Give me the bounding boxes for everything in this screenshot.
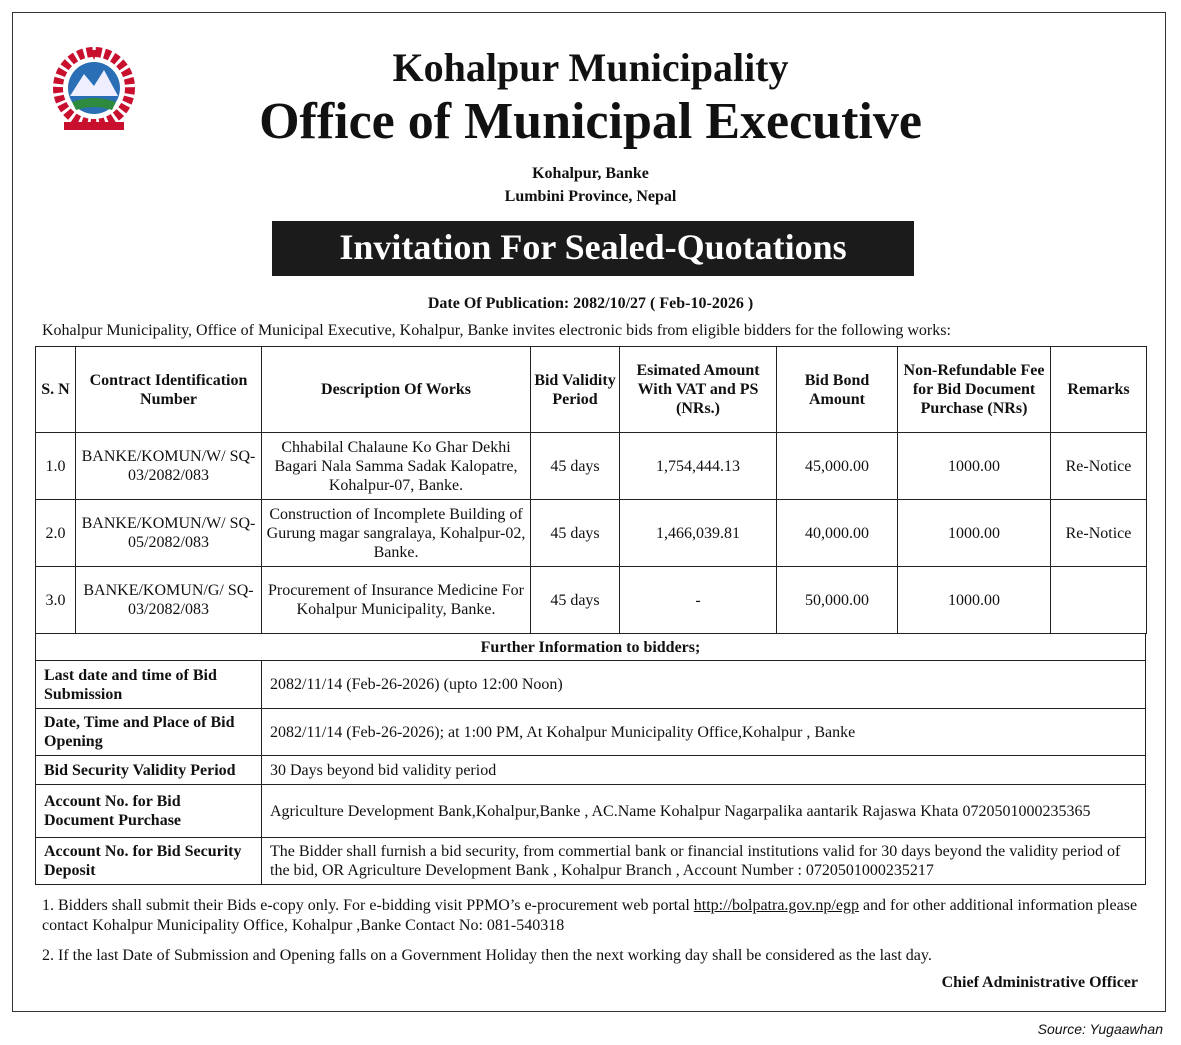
works-cell: BANKE/KOMUN/W/ SQ-05/2082/083 xyxy=(75,499,262,567)
notice-frame xyxy=(12,12,1166,1012)
works-cell: 3.0 xyxy=(35,566,76,634)
col-header: Remarks xyxy=(1050,346,1147,433)
col-header: Non-Refundable Fee for Bid Document Purc… xyxy=(897,346,1051,433)
works-cell: 1.0 xyxy=(35,432,76,500)
works-cell: 40,000.00 xyxy=(776,499,898,567)
note-2: 2. If the last Date of Submission and Op… xyxy=(42,947,932,964)
works-cell: 50,000.00 xyxy=(776,566,898,634)
source-credit: Source: Yugaawhan xyxy=(1037,1021,1163,1037)
signature: Chief Administrative Officer xyxy=(941,974,1138,991)
note-1-text-cont: and for other additional information ple… xyxy=(42,897,1138,934)
works-cell: Re-Notice xyxy=(1050,499,1147,567)
info-label: Account No. for Bid Document Purchase xyxy=(35,784,262,838)
works-cell: 1,754,444.13 xyxy=(619,432,777,500)
works-cell: 1000.00 xyxy=(897,432,1051,500)
works-cell: 1000.00 xyxy=(897,566,1051,634)
info-label: Last date and time of Bid Submission xyxy=(35,660,262,709)
info-value: 2082/11/14 (Feb-26-2026) (upto 12:00 Noo… xyxy=(261,660,1146,709)
egp-portal-link[interactable]: http://bolpatra.gov.np/egp xyxy=(693,897,859,914)
works-cell: 45 days xyxy=(530,432,620,500)
intro-text: Kohalpur Municipality, Office of Municip… xyxy=(42,322,951,339)
address-line-1: Kohalpur, Banke xyxy=(532,165,649,182)
works-cell: 45 days xyxy=(530,566,620,634)
note-1-text: 1. Bidders shall submit their Bids e-cop… xyxy=(42,897,694,914)
works-cell: 1,466,039.81 xyxy=(619,499,777,567)
info-value: 30 Days beyond bid validity period xyxy=(261,755,1146,785)
col-header: Description Of Works xyxy=(261,346,531,433)
works-cell: 45 days xyxy=(530,499,620,567)
further-info-row: Date, Time and Place of Bid Opening 2082/… xyxy=(35,708,1146,756)
further-info-row: Account No. for Bid Document Purchase Agr… xyxy=(35,784,1146,838)
address-line-2: Lumbini Province, Nepal xyxy=(504,188,677,205)
works-row: 3.0 BANKE/KOMUN/G/ SQ-03/2082/083 Procurem… xyxy=(35,566,1147,634)
works-cell: BANKE/KOMUN/G/ SQ-03/2082/083 xyxy=(75,566,262,634)
works-row: 2.0 BANKE/KOMUN/W/ SQ-05/2082/083 Construc… xyxy=(35,499,1147,567)
works-cell: 2.0 xyxy=(35,499,76,567)
works-cell: Construction of Incomplete Building of G… xyxy=(261,499,531,567)
further-info-title: Further Information to bidders; xyxy=(35,633,1146,661)
col-header: Contract Identification Number xyxy=(75,346,262,433)
info-value: The Bidder shall furnish a bid security,… xyxy=(261,837,1146,885)
note-1: 1. Bidders shall submit their Bids e-cop… xyxy=(42,896,1142,936)
works-cell: Chhabilal Chalaune Ko Ghar Dekhi Bagari … xyxy=(261,432,531,500)
works-cell: Procurement of Insurance Medicine For Ko… xyxy=(261,566,531,634)
notice-banner: Invitation For Sealed-Quotations xyxy=(272,221,914,276)
info-label: Bid Security Validity Period xyxy=(35,755,262,785)
further-info-table: Further Information to bidders; Last dat… xyxy=(35,633,1146,885)
works-cell: BANKE/KOMUN/W/ SQ-03/2082/083 xyxy=(75,432,262,500)
col-header: S. N xyxy=(35,346,76,433)
works-cell xyxy=(1050,566,1147,634)
info-value: 2082/11/14 (Feb-26-2026); at 1:00 PM, At… xyxy=(261,708,1146,756)
works-header-row: S. N Contract Identification Number Desc… xyxy=(35,346,1147,433)
works-cell: 1000.00 xyxy=(897,499,1051,567)
info-label: Date, Time and Place of Bid Opening xyxy=(35,708,262,756)
publication-date: Date Of Publication: 2082/10/27 ( Feb-10… xyxy=(427,295,754,312)
further-info-row: Last date and time of Bid Submission 2082… xyxy=(35,660,1146,709)
further-info-row: Account No. for Bid Security Deposit The … xyxy=(35,837,1146,885)
municipality-name: Kohalpur Municipality xyxy=(392,45,789,90)
office-title: Office of Municipal Executive xyxy=(259,93,922,150)
col-header: Esimated Amount With VAT and PS (NRs.) xyxy=(619,346,777,433)
col-header: Bid Bond Amount xyxy=(776,346,898,433)
works-table: S. N Contract Identification Number Desc… xyxy=(35,346,1147,634)
works-cell: 45,000.00 xyxy=(776,432,898,500)
info-label: Account No. for Bid Security Deposit xyxy=(35,837,262,885)
col-header: Bid Validity Period xyxy=(530,346,620,433)
info-value: Agriculture Development Bank,Kohalpur,Ba… xyxy=(261,784,1146,838)
works-cell: Re-Notice xyxy=(1050,432,1147,500)
works-row: 1.0 BANKE/KOMUN/W/ SQ-03/2082/083 Chhabila… xyxy=(35,432,1147,500)
further-info-row: Bid Security Validity Period 30 Days beyo… xyxy=(35,755,1146,785)
nepal-government-emblem-logo xyxy=(53,47,135,130)
works-cell: - xyxy=(619,566,777,634)
